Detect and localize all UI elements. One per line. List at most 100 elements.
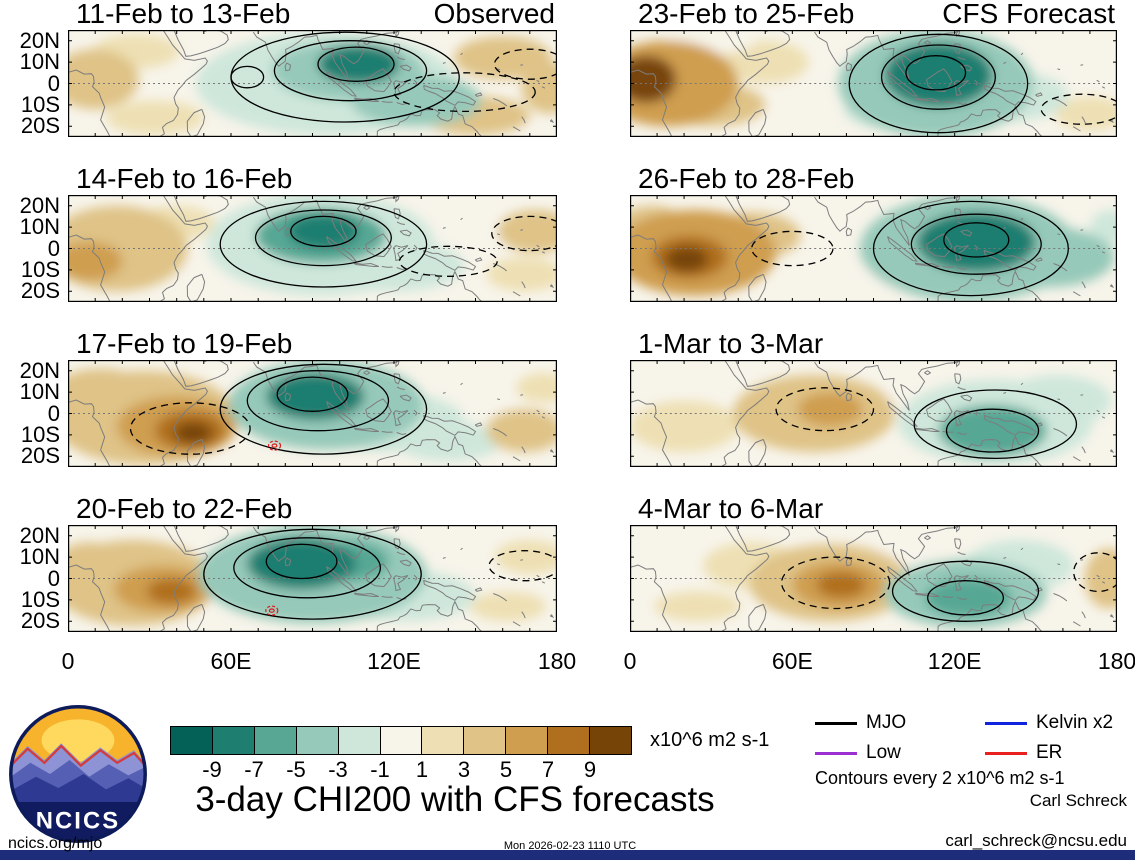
mjo-contours [203, 528, 557, 620]
x-axis-tick-label: 60E [771, 648, 813, 674]
anomaly-shading [630, 529, 1117, 628]
legend: MJO Kelvin x2 Low ER [815, 710, 1127, 774]
colorbar-segment [337, 727, 380, 754]
colorbar-tick-label: 3 [457, 757, 471, 782]
author-email: carl_schreck@ncsu.edu [945, 831, 1127, 850]
colorbar-tick-label: 7 [541, 757, 555, 782]
mjo-contours [219, 200, 557, 288]
map-panel [630, 360, 1117, 467]
mjo-contours [129, 363, 428, 455]
colorbar: -9 -7 -5 -3 -1 1 3 5 7 9 [170, 726, 632, 782]
colorbar-swatches [170, 726, 632, 755]
er-wave-mark [265, 605, 279, 616]
colorbar-segment [547, 727, 590, 754]
colorbar-segment [589, 727, 631, 754]
coastlines [630, 525, 1115, 632]
author-credit: Carl Schreck [1029, 791, 1127, 810]
legend-label: Low [866, 742, 901, 763]
legend-line-swatch [815, 721, 857, 725]
panel-map-svg [630, 30, 1117, 137]
er-wave-mark [267, 440, 282, 451]
panel-border [68, 525, 557, 632]
y-axis-tick-label: 10N [19, 379, 60, 405]
y-axis-tick-label: 10N [19, 214, 60, 240]
legend-item: Low [815, 740, 901, 766]
panel-map-svg [68, 360, 557, 467]
y-axis-tick-label: 0 [47, 565, 60, 591]
ncics-logo-icon: NCICS [9, 705, 147, 843]
map-panel [630, 195, 1117, 302]
panel-date-range: 1-Mar to 3-Mar [638, 328, 824, 359]
figure-title: 3-day CHI200 with CFS forecasts [195, 780, 715, 819]
legend-label: ER [1036, 742, 1063, 763]
panel-title-bar: 1-Mar to 3-Mar [638, 329, 1115, 359]
axis-ticks [68, 525, 557, 632]
anomaly-shading [630, 195, 1117, 302]
panel-date-range: 17-Feb to 19-Feb [76, 328, 293, 359]
axis-ticks [68, 195, 557, 302]
axis-ticks [630, 30, 1117, 137]
anomaly-shading [68, 360, 557, 465]
colorbar-tick-label: -5 [286, 757, 306, 782]
panel-title-bar: 20-Feb to 22-Feb [76, 494, 555, 524]
panel-source-label: CFS Forecast [942, 0, 1115, 29]
panel-border [68, 30, 557, 137]
y-axis-tick-label: 20N [19, 357, 60, 383]
y-axis-tick-label: 10N [19, 49, 60, 75]
y-axis-tick-label: 10S [20, 256, 60, 282]
y-axis-tick-label: 0 [47, 235, 60, 261]
y-axis-tick-label: 20N [19, 192, 60, 218]
colorbar-tick-label: -3 [328, 757, 348, 782]
logo-outline [9, 705, 147, 843]
bottom-accent-bar [0, 850, 1135, 860]
map-panel [68, 525, 557, 632]
panel-date-range: 14-Feb to 16-Feb [76, 163, 293, 194]
colorbar-segment [463, 727, 506, 754]
anomaly-shading [68, 32, 557, 135]
panel-map-svg [68, 195, 557, 302]
legend-line-swatch [985, 721, 1027, 725]
colorbar-segment [505, 727, 548, 754]
legend-line-swatch [815, 751, 857, 755]
map-panel [68, 360, 557, 467]
panel-title-bar: 17-Feb to 19-Feb [76, 329, 555, 359]
panel-border [68, 360, 557, 467]
panel-source-label: Observed [433, 0, 555, 29]
panel-map-svg [68, 30, 557, 137]
panel-map-svg [630, 195, 1117, 302]
colorbar-segment [253, 727, 296, 754]
y-axis-tick-label: 10S [20, 586, 60, 612]
panel-title-bar: 11-Feb to 13-Feb Observed [76, 0, 555, 29]
colorbar-segment [295, 727, 338, 754]
ncics-logo: NCICS [8, 704, 148, 844]
panel-border [630, 525, 1117, 632]
mjo-contours [775, 387, 1078, 460]
colorbar-tick-label: -9 [202, 757, 222, 782]
axis-ticks [68, 30, 557, 137]
colorbar-tick-label: -1 [370, 757, 390, 782]
panel-date-range: 20-Feb to 22-Feb [76, 493, 293, 524]
axis-ticks [68, 360, 557, 467]
y-axis-tick-label: 20S [20, 608, 60, 634]
panel-date-range: 11-Feb to 13-Feb [76, 0, 291, 29]
panel-border [630, 360, 1117, 467]
x-axis-tick-label: 120E [367, 648, 421, 674]
x-axis-tick-label: 180 [1097, 648, 1135, 674]
y-axis-tick-label: 10S [20, 421, 60, 447]
panel-border [630, 195, 1117, 302]
y-axis-tick-label: 20S [20, 443, 60, 469]
mjo-contours [780, 552, 1117, 622]
y-axis-tick-label: 0 [47, 400, 60, 426]
legend-label: MJO [866, 712, 907, 733]
x-axis-tick-label: 180 [537, 648, 577, 674]
mjo-contours [751, 200, 1069, 297]
anomaly-shading [630, 30, 1117, 137]
map-panel [630, 30, 1117, 137]
legend-line-swatch [985, 751, 1027, 755]
panel-map-svg [630, 360, 1117, 467]
map-panel [68, 195, 557, 302]
coastlines [630, 30, 1115, 137]
colorbar-tick-labels: -9 -7 -5 -3 -1 1 3 5 7 9 [170, 755, 632, 782]
x-axis-tick-label: 0 [623, 648, 637, 674]
